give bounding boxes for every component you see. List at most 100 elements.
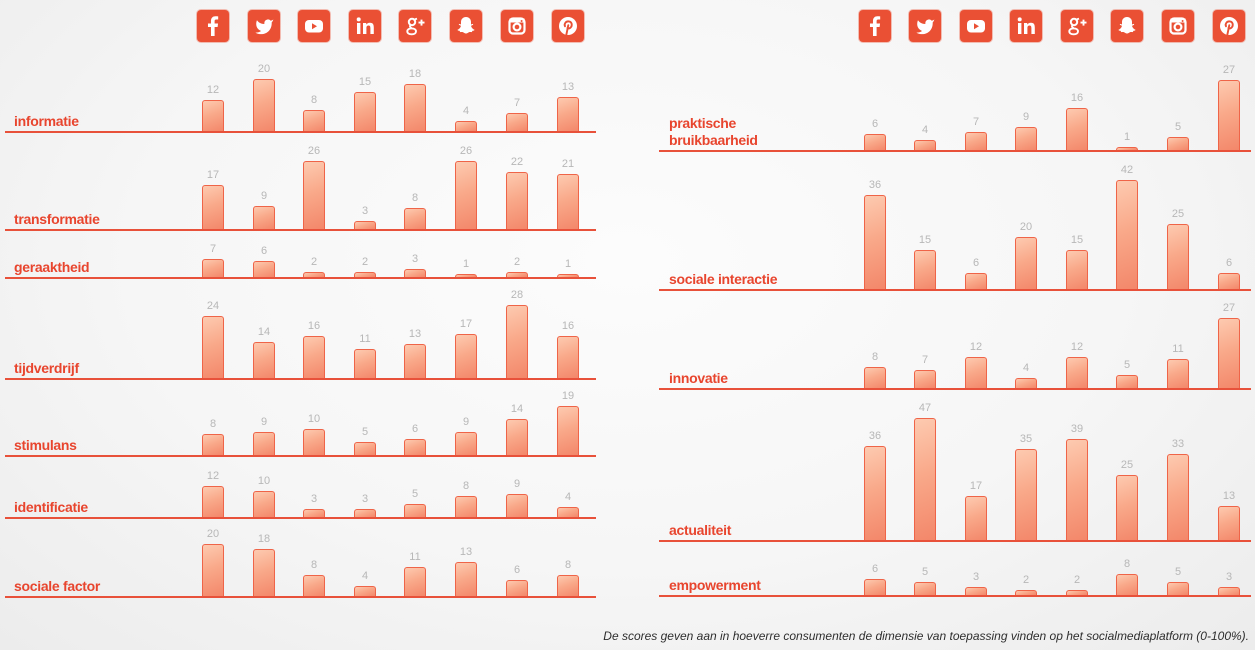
bar — [1015, 377, 1037, 388]
value-label: 6 — [260, 245, 268, 258]
value-label: 10 — [307, 413, 321, 425]
bar — [914, 250, 936, 289]
value-label: 47 — [918, 401, 932, 414]
linkedin-icon — [1010, 10, 1042, 42]
bar — [1218, 273, 1240, 289]
value-label: 7 — [972, 115, 980, 128]
bar — [506, 271, 528, 277]
value-label: 9 — [260, 415, 268, 428]
value-label: 14 — [257, 325, 271, 338]
dimension-label: actualiteit — [669, 522, 732, 538]
value-label: 6 — [871, 118, 879, 131]
value-label: 15 — [1070, 234, 1084, 246]
bar — [253, 341, 275, 378]
bar — [202, 258, 224, 277]
bar — [1015, 449, 1037, 540]
dimension-label: stimulans — [14, 437, 77, 453]
value-label: 27 — [1222, 63, 1236, 76]
value-label: 6 — [871, 563, 879, 576]
bar — [1015, 589, 1037, 595]
bar — [1015, 237, 1037, 289]
bar — [557, 274, 579, 277]
bar — [557, 174, 579, 229]
value-label: 8 — [462, 480, 470, 493]
value-label: 22 — [510, 155, 524, 168]
bar — [506, 171, 528, 229]
value-label: 10 — [257, 475, 271, 487]
bar — [557, 506, 579, 517]
value-label: 24 — [206, 299, 220, 312]
bar — [303, 271, 325, 277]
bar — [455, 161, 477, 229]
bar — [914, 369, 936, 388]
value-label: 12 — [206, 469, 220, 482]
value-label: 2 — [1073, 573, 1081, 586]
value-label: 9 — [260, 189, 268, 202]
bar — [557, 575, 579, 596]
bar — [303, 336, 325, 378]
bar — [354, 509, 376, 517]
dimension-label: empowerment — [669, 577, 761, 593]
value-label: 28 — [510, 289, 524, 302]
bar — [1167, 582, 1189, 595]
baseline — [659, 540, 1251, 542]
bar — [1218, 587, 1240, 595]
dimension-label: sociale interactie — [669, 271, 778, 287]
value-label: 20 — [257, 63, 271, 75]
value-label: 8 — [310, 559, 318, 572]
bar — [506, 112, 528, 131]
dimension-label: transformatie — [14, 211, 100, 227]
youtube-icon — [960, 10, 992, 42]
bar — [354, 92, 376, 131]
baseline — [5, 455, 596, 457]
bar — [1015, 126, 1037, 150]
baseline — [5, 517, 596, 519]
dimension-label: tijdverdrijf — [14, 360, 79, 376]
value-label: 26 — [307, 145, 321, 158]
value-label: 4 — [361, 569, 369, 582]
bar — [202, 544, 224, 596]
value-label: 15 — [358, 76, 372, 88]
bar — [914, 139, 936, 150]
bar — [506, 418, 528, 455]
value-label: 33 — [1171, 438, 1185, 451]
bar — [965, 587, 987, 595]
value-label: 6 — [1225, 257, 1233, 270]
bar — [914, 417, 936, 540]
value-label: 5 — [411, 488, 419, 500]
bar — [404, 504, 426, 517]
baseline — [5, 277, 596, 279]
value-label: 2 — [1022, 573, 1030, 586]
bar — [455, 496, 477, 517]
value-label: 1 — [1123, 131, 1131, 144]
value-label: 1 — [462, 258, 470, 271]
value-label: 16 — [1070, 92, 1084, 105]
value-label: 20 — [1019, 221, 1033, 233]
dimension-label: praktische bruikbaarheid — [669, 115, 758, 148]
bar — [455, 431, 477, 455]
value-label: 2 — [361, 255, 369, 268]
value-label: 3 — [1225, 571, 1233, 584]
value-label: 11 — [1172, 343, 1184, 356]
value-label: 11 — [359, 333, 371, 346]
value-label: 17 — [206, 168, 220, 181]
bar — [1218, 79, 1240, 150]
value-label: 13 — [459, 546, 473, 559]
value-label: 5 — [1174, 121, 1182, 133]
bar — [914, 582, 936, 595]
bar — [253, 261, 275, 277]
bar — [1218, 317, 1240, 388]
bar — [404, 208, 426, 229]
value-label: 13 — [561, 81, 575, 94]
value-label: 19 — [561, 389, 575, 402]
bar — [404, 439, 426, 455]
bar — [202, 315, 224, 378]
bar — [455, 333, 477, 378]
baseline — [659, 595, 1251, 597]
dimension-label: geraaktheid — [14, 259, 90, 275]
bar — [1167, 137, 1189, 150]
value-label: 36 — [868, 179, 882, 192]
value-label: 6 — [513, 564, 521, 577]
youtube-icon — [298, 10, 330, 42]
